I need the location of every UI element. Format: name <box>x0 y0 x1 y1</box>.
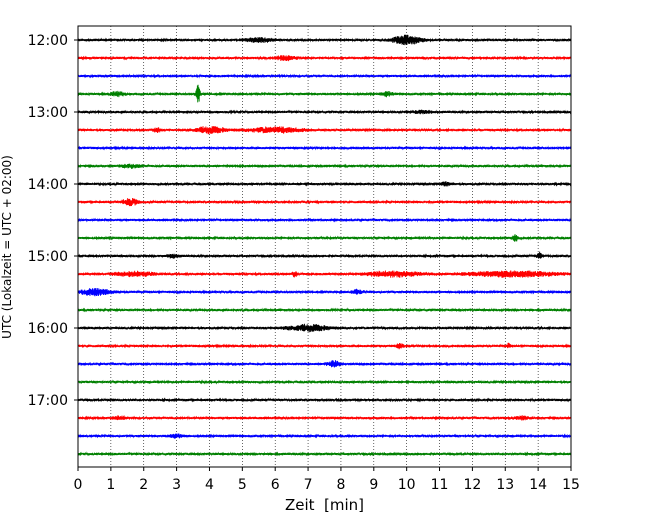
x-axis-label: Zeit [min] <box>285 496 364 514</box>
trace-15-00 <box>78 252 571 259</box>
y-tick-label-3: 15:00 <box>28 249 68 265</box>
x-tick-label-8: 8 <box>336 477 345 493</box>
x-tick-label-13: 13 <box>496 477 514 493</box>
x-tick-label-9: 9 <box>369 477 378 493</box>
trace-17-30 <box>78 434 571 439</box>
y-axis-ticks: 12:00 13:00 14:00 15:00 16:00 17:00 <box>28 33 78 409</box>
x-tick-label-10: 10 <box>398 477 416 493</box>
trace-12-15 <box>78 55 571 61</box>
trace-12-45 <box>78 85 571 103</box>
trace-13-45 <box>78 164 571 169</box>
x-tick-label-11: 11 <box>431 477 449 493</box>
trace-16-30 <box>78 360 571 367</box>
y-tick-label-0: 12:00 <box>28 33 68 49</box>
x-axis-ticks: 0 1 2 3 4 5 6 7 8 9 10 11 12 13 14 15 <box>74 467 580 493</box>
trace-14-00 <box>78 181 571 186</box>
x-tick-label-12: 12 <box>463 477 481 493</box>
x-tick-label-6: 6 <box>271 477 280 493</box>
x-tick-label-3: 3 <box>172 477 181 493</box>
trace-17-15 <box>78 415 571 420</box>
trace-16-15 <box>78 343 571 349</box>
trace-17-00 <box>78 399 571 402</box>
trace-14-30 <box>78 219 571 222</box>
x-tick-label-0: 0 <box>74 477 83 493</box>
trace-14-45 <box>78 234 571 242</box>
y-axis-label: UTC (Lokalzeit = UTC + 02:00) <box>0 155 14 339</box>
y-tick-label-1: 13:00 <box>28 105 68 121</box>
y-tick-label-5: 17:00 <box>28 393 68 409</box>
trace-15-30 <box>78 288 571 296</box>
trace-13-30 <box>78 147 571 150</box>
trace-17-45 <box>78 453 571 456</box>
y-tick-label-4: 16:00 <box>28 321 68 337</box>
trace-16-45 <box>78 381 571 384</box>
y-tick-label-2: 14:00 <box>28 177 68 193</box>
trace-15-15 <box>78 270 571 277</box>
x-tick-label-15: 15 <box>562 477 580 493</box>
trace-16-00 <box>78 324 571 332</box>
x-tick-label-2: 2 <box>139 477 148 493</box>
x-tick-label-4: 4 <box>205 477 214 493</box>
trace-15-45 <box>78 309 571 312</box>
trace-12-00 <box>78 35 571 45</box>
x-tick-label-7: 7 <box>304 477 313 493</box>
x-tick-label-14: 14 <box>529 477 547 493</box>
seismic-traces <box>78 35 571 456</box>
trace-13-00 <box>78 110 571 115</box>
trace-13-15 <box>78 126 571 134</box>
x-tick-label-1: 1 <box>106 477 115 493</box>
x-tick-label-5: 5 <box>238 477 247 493</box>
trace-12-30 <box>78 75 571 78</box>
trace-14-15 <box>78 198 571 206</box>
